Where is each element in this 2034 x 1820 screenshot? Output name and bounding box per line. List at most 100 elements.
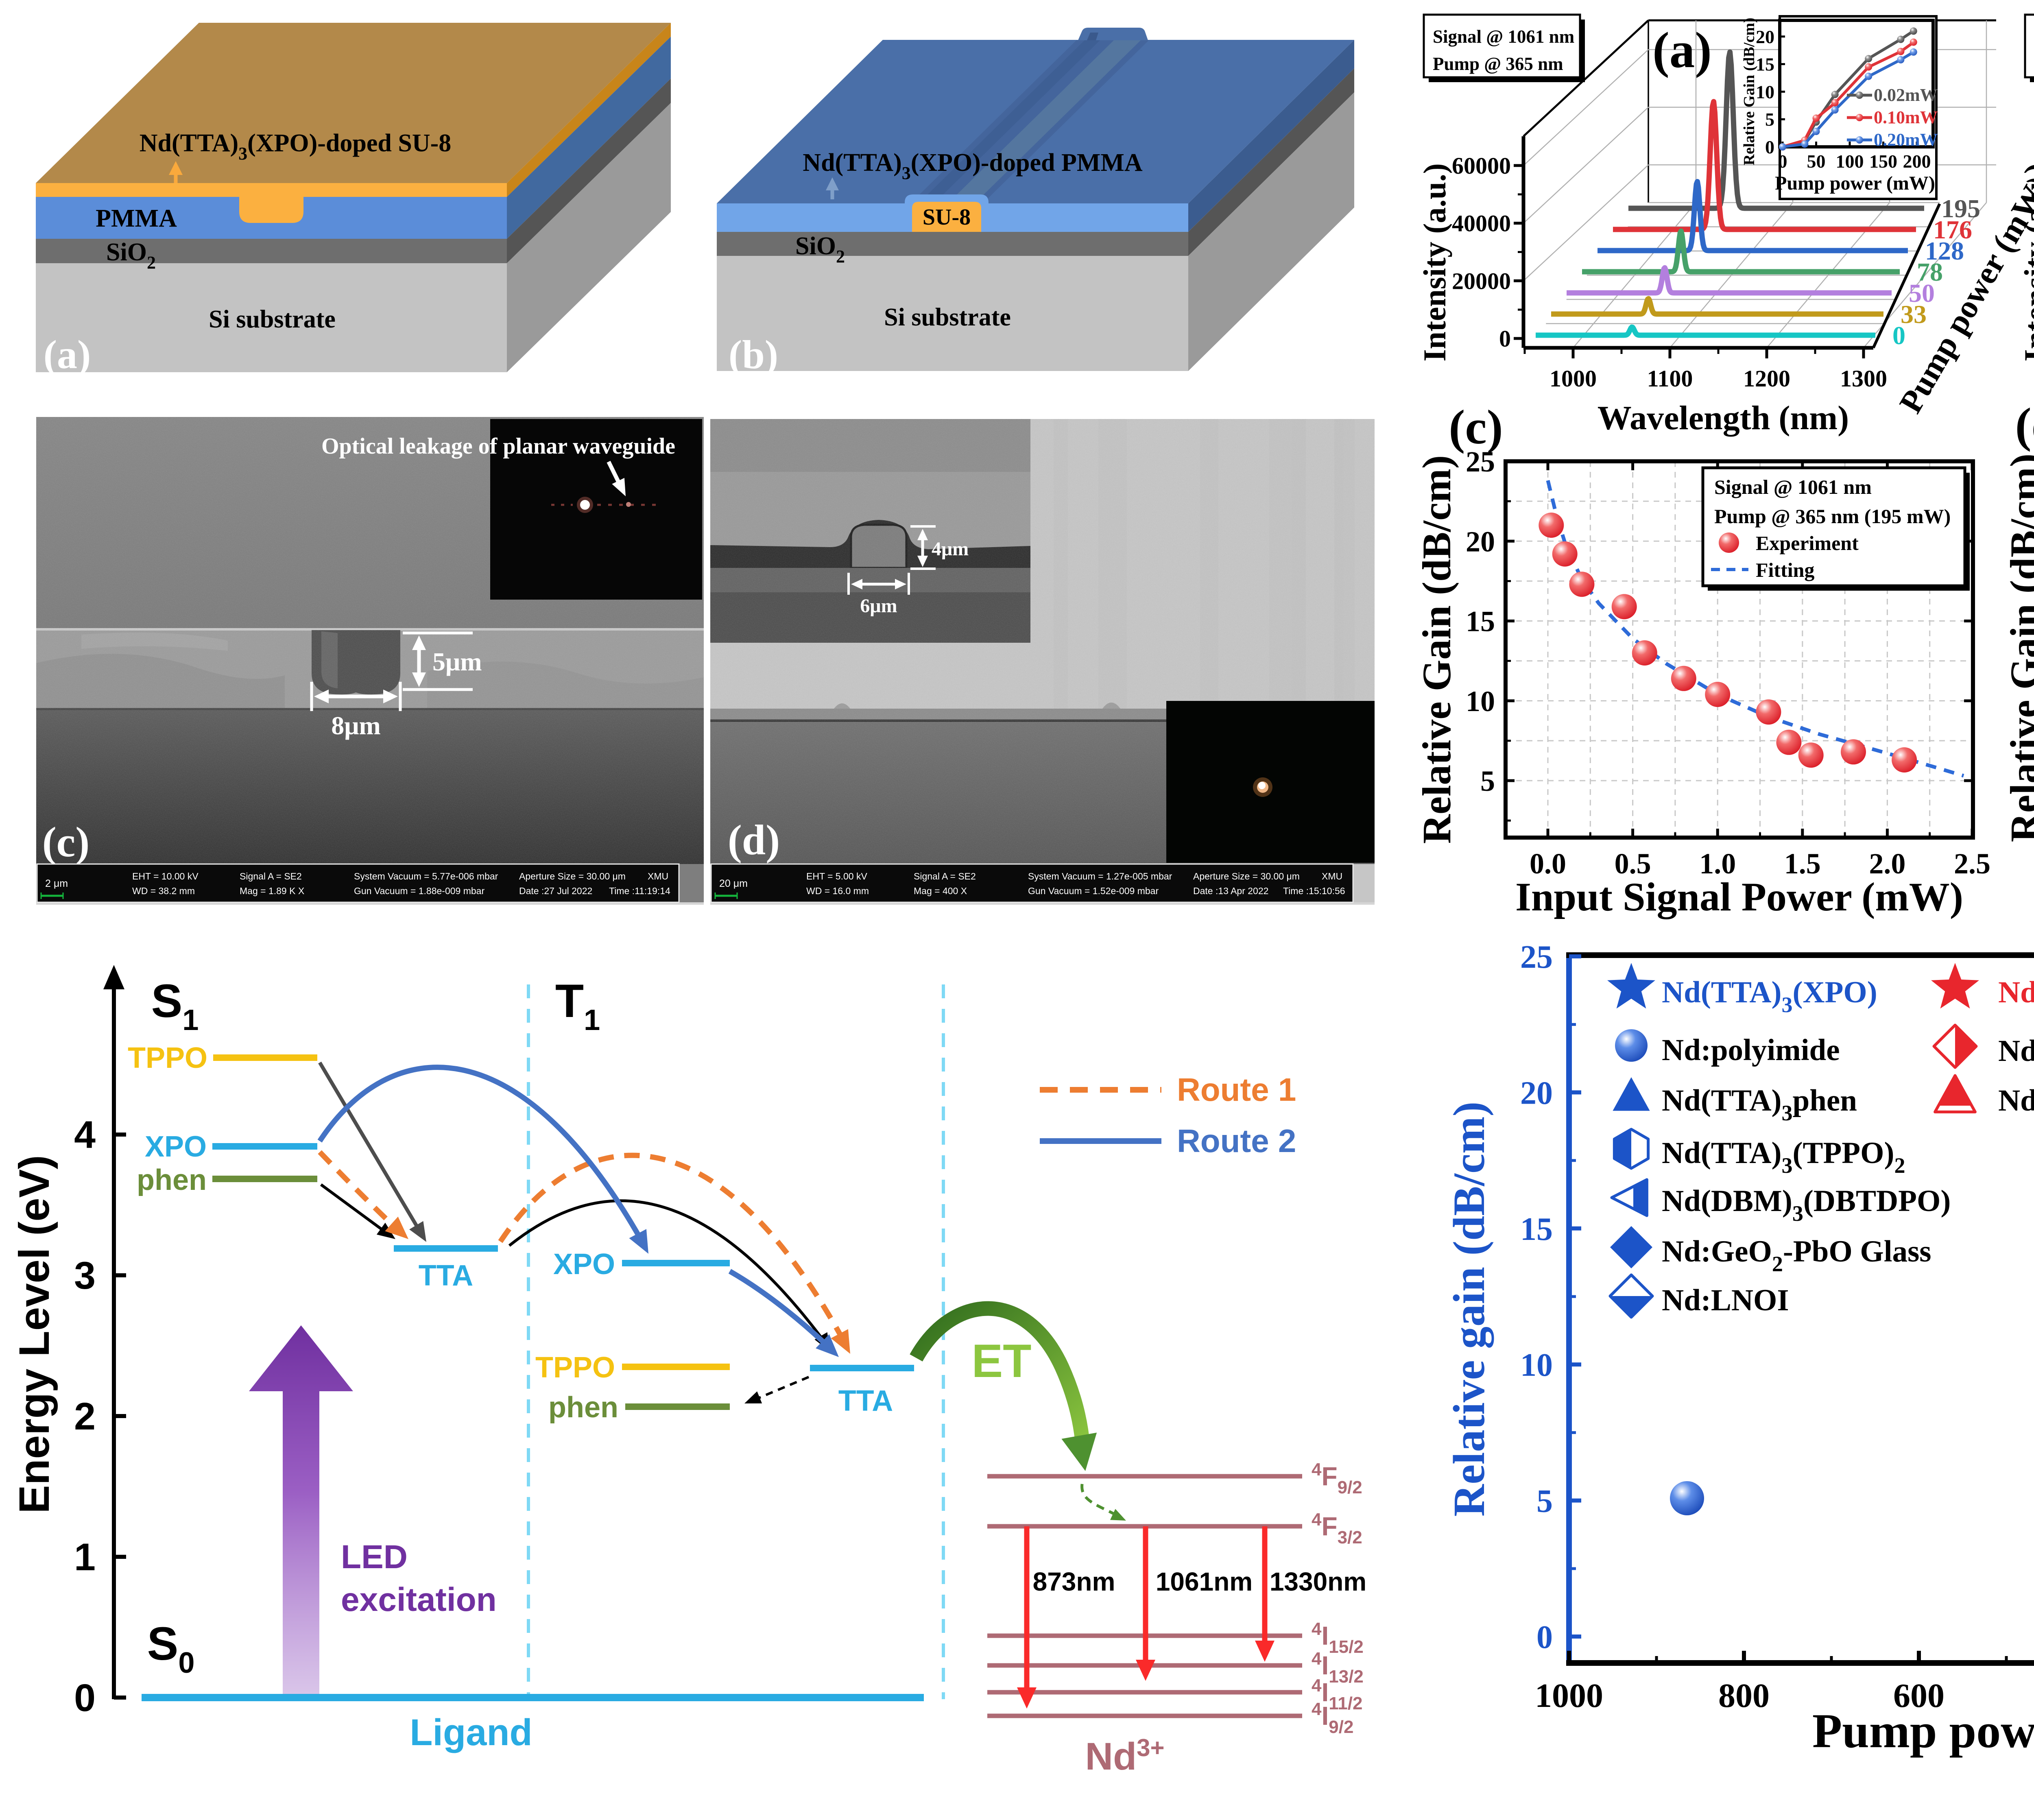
svg-text:0.10mW: 0.10mW: [1874, 107, 1938, 127]
svg-text:Si substrate: Si substrate: [884, 303, 1011, 331]
svg-text:1100: 1100: [1647, 365, 1693, 392]
svg-text:1: 1: [74, 1536, 96, 1579]
svg-text:176: 176: [1933, 215, 1972, 244]
svg-text:50: 50: [1909, 279, 1935, 308]
svg-text:128: 128: [1925, 236, 1964, 265]
svg-text:(c): (c): [1449, 400, 1503, 454]
svg-text:Aperture Size = 30.00 μm: Aperture Size = 30.00 μm: [519, 871, 626, 882]
svg-text:WD = 16.0 mm: WD = 16.0 mm: [806, 886, 869, 896]
svg-text:6μm: 6μm: [860, 595, 897, 617]
svg-text:Fitting: Fitting: [1756, 559, 1814, 581]
svg-text:Nd:YAG: Nd:YAG: [1998, 1084, 2034, 1117]
svg-text:Time :15:10:56: Time :15:10:56: [1283, 886, 1345, 896]
svg-text:Energy Level (eV): Energy Level (eV): [11, 1155, 58, 1513]
svg-text:excitation: excitation: [341, 1581, 497, 1618]
svg-text:Signal @ 1061 nm: Signal @ 1061 nm: [1714, 476, 1872, 498]
svg-text:EHT = 10.00 kV: EHT = 10.00 kV: [132, 871, 199, 882]
svg-text:Wavelength (nm): Wavelength (nm): [1598, 399, 1849, 437]
svg-text:ET: ET: [972, 1335, 1032, 1387]
svg-text:Experiment: Experiment: [1756, 532, 1859, 554]
svg-text:(d): (d): [728, 816, 780, 864]
svg-text:0: 0: [1892, 321, 1905, 350]
svg-text:4​F3/2​: 4​F3/2​: [1312, 1510, 1362, 1547]
svg-text:15: 15: [1520, 1211, 1553, 1247]
svg-text:Relative Gain (dB/cm): Relative Gain (dB/cm): [1741, 17, 1758, 165]
svg-text:5: 5: [1765, 109, 1774, 130]
svg-text:SU-8: SU-8: [923, 205, 971, 230]
svg-text:20 μm: 20 μm: [719, 878, 748, 889]
svg-text:2: 2: [74, 1395, 96, 1438]
svg-text:Pump power (mW): Pump power (mW): [1775, 172, 1935, 194]
svg-text:3: 3: [74, 1254, 96, 1297]
svg-text:Route 2: Route 2: [1177, 1123, 1296, 1159]
svg-text:5: 5: [1536, 1484, 1553, 1519]
svg-text:XMU: XMU: [1322, 871, 1342, 882]
svg-text:5μm: 5μm: [432, 647, 482, 676]
svg-text:Pump @ 365 nm (195 mW): Pump @ 365 nm (195 mW): [1714, 505, 1951, 528]
svg-text:25: 25: [1520, 939, 1553, 975]
svg-text:20: 20: [1756, 26, 1774, 47]
svg-text:S1​: S1​: [151, 975, 199, 1037]
svg-text:0: 0: [1536, 1619, 1553, 1655]
svg-text:Input Signal Power (mW): Input Signal Power (mW): [1515, 874, 1963, 919]
svg-text:System Vacuum = 5.77e-006 mbar: System Vacuum = 5.77e-006 mbar: [354, 871, 498, 882]
svg-text:40000: 40000: [1452, 210, 1511, 237]
svg-text:XMU: XMU: [648, 871, 668, 882]
svg-text:WD = 38.2 mm: WD = 38.2 mm: [132, 886, 195, 896]
svg-text:Nd3+​: Nd3+​: [1085, 1734, 1164, 1778]
svg-text:Aperture Size = 30.00 μm: Aperture Size = 30.00 μm: [1193, 871, 1300, 882]
svg-text:Si substrate: Si substrate: [209, 306, 336, 333]
svg-text:60000: 60000: [1452, 153, 1511, 179]
svg-text:Relative Gain (dB/cm): Relative Gain (dB/cm): [2002, 454, 2034, 842]
svg-text:200: 200: [1903, 151, 1931, 172]
svg-text:0.20mW: 0.20mW: [1874, 130, 1938, 150]
svg-text:Intensity (a.u.): Intensity (a.u.): [1417, 163, 1452, 362]
svg-text:Relative gain (dB/cm): Relative gain (dB/cm): [1444, 1102, 1494, 1517]
svg-text:100: 100: [1836, 151, 1864, 172]
svg-text:20000: 20000: [1452, 268, 1511, 294]
svg-text:Nd:LNOI: Nd:LNOI: [1662, 1283, 1789, 1317]
svg-text:XPO: XPO: [553, 1248, 615, 1281]
svg-text:50: 50: [1807, 151, 1826, 172]
svg-text:1330nm: 1330nm: [1270, 1567, 1366, 1596]
svg-text:0.02mW: 0.02mW: [1874, 85, 1938, 105]
svg-text:0: 0: [1499, 325, 1511, 352]
svg-text:78: 78: [1917, 258, 1943, 286]
svg-text:4μm: 4μm: [932, 538, 969, 560]
svg-text:LED: LED: [341, 1538, 408, 1576]
svg-text:XPO: XPO: [145, 1130, 207, 1163]
svg-text:Gun Vacuum = 1.88e-009 mbar: Gun Vacuum = 1.88e-009 mbar: [354, 886, 484, 896]
svg-text:10: 10: [1756, 81, 1774, 102]
svg-text:(b): (b): [729, 332, 778, 377]
svg-text:873nm: 873nm: [1033, 1567, 1115, 1596]
svg-text:15: 15: [1756, 54, 1774, 75]
svg-text:0: 0: [74, 1676, 96, 1720]
svg-text:1300: 1300: [1840, 365, 1887, 392]
svg-text:PMMA: PMMA: [96, 205, 177, 232]
svg-text:10: 10: [1520, 1347, 1553, 1383]
svg-text:5: 5: [1480, 765, 1495, 797]
svg-text:1061nm: 1061nm: [1156, 1567, 1253, 1596]
svg-text:phen: phen: [137, 1164, 207, 1196]
svg-text:25: 25: [1466, 445, 1495, 478]
svg-text:Nd:polyimide: Nd:polyimide: [1662, 1033, 1840, 1067]
svg-text:Mag = 400 X: Mag = 400 X: [914, 886, 967, 896]
svg-text:TTA: TTA: [419, 1259, 474, 1292]
svg-text:EHT = 5.00 kV: EHT = 5.00 kV: [806, 871, 867, 882]
svg-text:Gun Vacuum = 1.52e-009 mbar: Gun Vacuum = 1.52e-009 mbar: [1028, 886, 1159, 896]
svg-text:Signal A = SE2: Signal A = SE2: [914, 871, 976, 882]
svg-text:Pump power (mW): Pump power (mW): [1812, 1704, 2034, 1758]
svg-text:(a): (a): [1652, 22, 1712, 79]
svg-text:2.5: 2.5: [1954, 847, 1990, 880]
svg-text:150: 150: [1869, 151, 1897, 172]
svg-text:1000: 1000: [1550, 365, 1597, 392]
svg-text:1200: 1200: [1743, 365, 1790, 392]
svg-text:1.0: 1.0: [1699, 847, 1736, 880]
svg-text:0.5: 0.5: [1615, 847, 1651, 880]
svg-text:Time :11:19:14: Time :11:19:14: [609, 886, 670, 896]
svg-text:(a): (a): [44, 332, 91, 377]
svg-text:phen: phen: [548, 1391, 618, 1424]
svg-text:TPPO: TPPO: [128, 1042, 207, 1074]
svg-text:4: 4: [74, 1113, 96, 1157]
svg-text:10: 10: [1466, 685, 1495, 718]
